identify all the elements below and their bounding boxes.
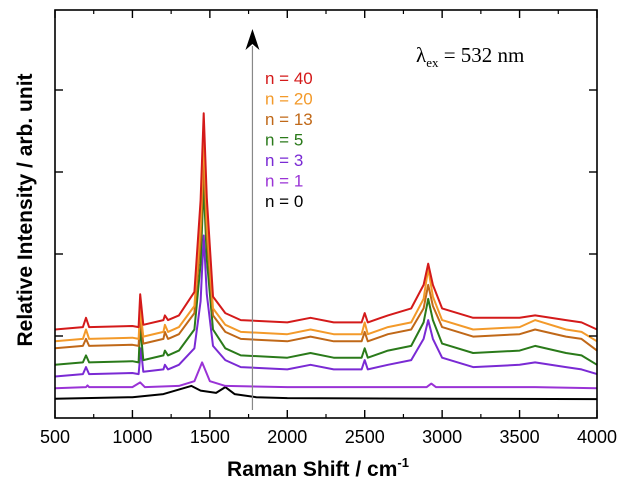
excitation-wavelength-annotation: λex = 532 nm	[416, 43, 524, 70]
annotation-value: = 532 nm	[438, 43, 524, 67]
x-tick-label: 3000	[422, 427, 462, 447]
x-tick-label: 500	[40, 427, 70, 447]
legend-entry: n = 20	[265, 90, 313, 109]
series-line-0	[54, 384, 598, 401]
legend-entry: n = 0	[265, 192, 303, 211]
x-tick-labels: 500 1000 1500 2000 2500 3000 3500 4000	[40, 427, 617, 447]
x-tick-label: 2000	[267, 427, 307, 447]
x-tick-label: 2500	[345, 427, 385, 447]
lambda-subscript: ex	[426, 55, 439, 70]
x-tick-label: 4000	[577, 427, 617, 447]
series-line-5	[54, 133, 598, 343]
series-line-1	[54, 361, 598, 390]
x-tick-label: 3500	[500, 427, 540, 447]
legend-entry: n = 13	[265, 110, 313, 129]
legend-entry: n = 40	[265, 69, 313, 88]
legend-entry: n = 1	[265, 172, 303, 191]
series-line-2	[54, 234, 598, 378]
legend: n = 40 n = 20n = 13 n = 5n = 3 n = 1n = 0	[265, 69, 313, 211]
x-axis-title-text: Raman Shift / cm	[227, 458, 397, 481]
y-axis-title: Relative Intensity / arb. unit	[14, 73, 37, 346]
arrow-head-icon	[245, 29, 260, 50]
x-tick-label: 1000	[112, 427, 152, 447]
lambda-symbol: λ	[416, 43, 427, 67]
ticks-layer	[54, 10, 598, 418]
x-axis-title-superscript: -1	[397, 455, 409, 470]
x-tick-label: 1500	[190, 427, 230, 447]
legend-entry: n = 5	[265, 131, 303, 150]
x-axis-title: Raman Shift / cm-1	[227, 455, 409, 481]
series-line-6	[54, 112, 598, 331]
series-layer	[54, 112, 598, 401]
legend-entry: n = 3	[265, 151, 303, 170]
